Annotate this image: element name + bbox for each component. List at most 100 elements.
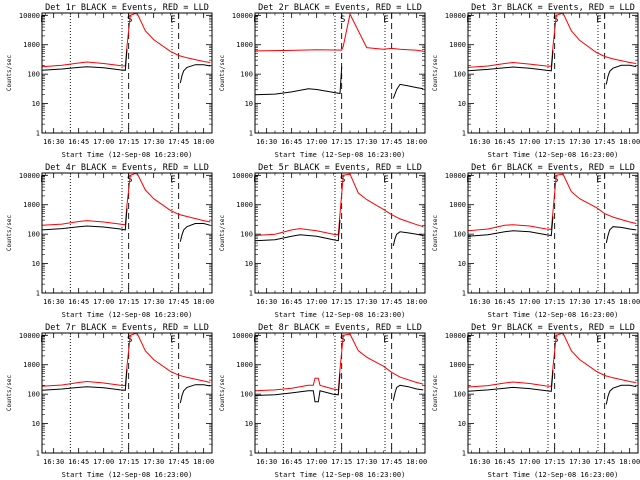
series-events-line [468, 216, 637, 244]
panel-title: Det 9r BLACK = Events, RED = LLD [471, 323, 635, 333]
panel-title: Det 6r BLACK = Events, RED = LLD [471, 163, 635, 173]
x-tick-label: 17:30 [569, 298, 590, 306]
x-tick-label: 16:45 [494, 458, 515, 466]
x-tick-label: 16:30 [43, 298, 64, 306]
event-marker-label: E [253, 15, 258, 25]
x-tick-label: 16:30 [43, 138, 64, 146]
x-tick-label: 17:00 [306, 138, 327, 146]
x-tick-label: 17:30 [356, 138, 377, 146]
plot-frame [41, 172, 213, 294]
x-tick-label: 17:45 [168, 298, 189, 306]
x-tick-label: 16:30 [256, 138, 277, 146]
panel-title: Det 8r BLACK = Events, RED = LLD [258, 323, 422, 333]
y-tick-label: 100 [453, 391, 466, 399]
x-axis-label: Start Time (12-Sep-08 16:23:00) [488, 311, 619, 319]
y-axis-label: Counts/sec [6, 375, 13, 412]
y-tick-label: 1000 [449, 41, 466, 49]
panel-8: Det 8r BLACK = Events, RED = LLD Counts/s… [219, 323, 427, 479]
x-tick-label: 18:00 [406, 458, 427, 466]
x-axis-label: Start Time (12-Sep-08 16:23:00) [275, 471, 406, 479]
panel-2: Det 2r BLACK = Events, RED = LLD Counts/s… [219, 3, 427, 159]
y-tick-label: 1 [249, 290, 253, 298]
x-tick-label: 17:30 [143, 458, 164, 466]
event-marker-label: E [596, 175, 601, 185]
x-tick-label: 18:00 [619, 298, 640, 306]
y-tick-label: 1 [462, 130, 466, 138]
x-tick-label: 18:00 [406, 138, 427, 146]
x-tick-label: 16:30 [256, 298, 277, 306]
panel-3: Det 3r BLACK = Events, RED = LLD Counts/s… [432, 3, 640, 159]
x-tick-label: 17:45 [594, 138, 615, 146]
plot-frame [41, 332, 213, 454]
panel-title: Det 2r BLACK = Events, RED = LLD [258, 3, 422, 13]
x-tick-label: 17:00 [519, 298, 540, 306]
y-tick-label: 1 [462, 450, 466, 458]
x-tick-label: 17:15 [118, 138, 139, 146]
event-marker-label: E [40, 15, 45, 25]
x-tick-label: 17:45 [381, 298, 402, 306]
event-marker-label: E [40, 335, 45, 345]
event-marker-label: E [40, 175, 45, 185]
y-tick-label: 10 [458, 420, 466, 428]
y-tick-label: 1 [36, 130, 40, 138]
y-axis-label: Counts/sec [219, 55, 226, 92]
x-tick-label: 18:00 [193, 298, 214, 306]
y-axis-label: Counts/sec [219, 215, 226, 252]
x-tick-label: 17:00 [93, 458, 114, 466]
y-tick-label: 10 [245, 420, 253, 428]
x-tick-label: 17:15 [544, 458, 565, 466]
event-marker-label: E [170, 175, 175, 185]
y-tick-label: 1000 [23, 41, 40, 49]
event-marker-label: E [596, 15, 601, 25]
y-tick-label: 10 [32, 260, 40, 268]
event-marker-label: E [383, 335, 388, 345]
series-lld-line [42, 333, 211, 387]
x-tick-label: 17:15 [544, 138, 565, 146]
event-marker-label: E [596, 335, 601, 345]
x-tick-label: 17:30 [569, 458, 590, 466]
y-tick-label: 10 [458, 100, 466, 108]
x-tick-label: 16:45 [68, 458, 89, 466]
event-marker-label: E [383, 175, 388, 185]
x-tick-label: 18:00 [193, 458, 214, 466]
y-tick-label: 1000 [449, 361, 466, 369]
x-tick-label: 18:00 [619, 138, 640, 146]
x-axis-label: Start Time (12-Sep-08 16:23:00) [275, 151, 406, 159]
panel-4: Det 4r BLACK = Events, RED = LLD Counts/s… [6, 163, 214, 319]
plot-frame [254, 332, 426, 454]
x-tick-label: 17:15 [544, 298, 565, 306]
x-axis-label: Start Time (12-Sep-08 16:23:00) [62, 311, 193, 319]
series-lld-line [468, 173, 637, 232]
series-events-line [255, 66, 424, 99]
y-tick-label: 10 [245, 100, 253, 108]
series-events-line [468, 370, 637, 405]
y-tick-label: 100 [240, 231, 253, 239]
x-tick-label: 17:30 [356, 298, 377, 306]
event-marker-label: E [170, 15, 175, 25]
y-tick-label: 1 [249, 130, 253, 138]
x-tick-label: 16:30 [469, 298, 490, 306]
x-tick-label: 17:15 [331, 298, 352, 306]
y-tick-label: 10000 [232, 172, 253, 180]
event-marker-label: E [466, 175, 471, 185]
x-tick-label: 16:45 [281, 138, 302, 146]
x-axis-label: Start Time (12-Sep-08 16:23:00) [275, 311, 406, 319]
y-tick-label: 1 [462, 290, 466, 298]
event-marker-label: E [383, 15, 388, 25]
x-tick-label: 17:30 [356, 458, 377, 466]
y-tick-label: 100 [27, 391, 40, 399]
x-tick-label: 16:30 [469, 458, 490, 466]
plot-frame [41, 12, 213, 134]
x-tick-label: 18:00 [406, 298, 427, 306]
x-tick-label: 17:00 [93, 298, 114, 306]
y-tick-label: 100 [453, 231, 466, 239]
x-tick-label: 16:30 [256, 458, 277, 466]
x-tick-label: 16:45 [68, 138, 89, 146]
panel-title: Det 5r BLACK = Events, RED = LLD [258, 163, 422, 173]
y-tick-label: 1000 [236, 361, 253, 369]
x-tick-label: 17:45 [594, 298, 615, 306]
series-events-line [42, 49, 211, 84]
panel-7: Det 7r BLACK = Events, RED = LLD Counts/s… [6, 323, 214, 479]
y-axis-label: Counts/sec [432, 55, 439, 92]
